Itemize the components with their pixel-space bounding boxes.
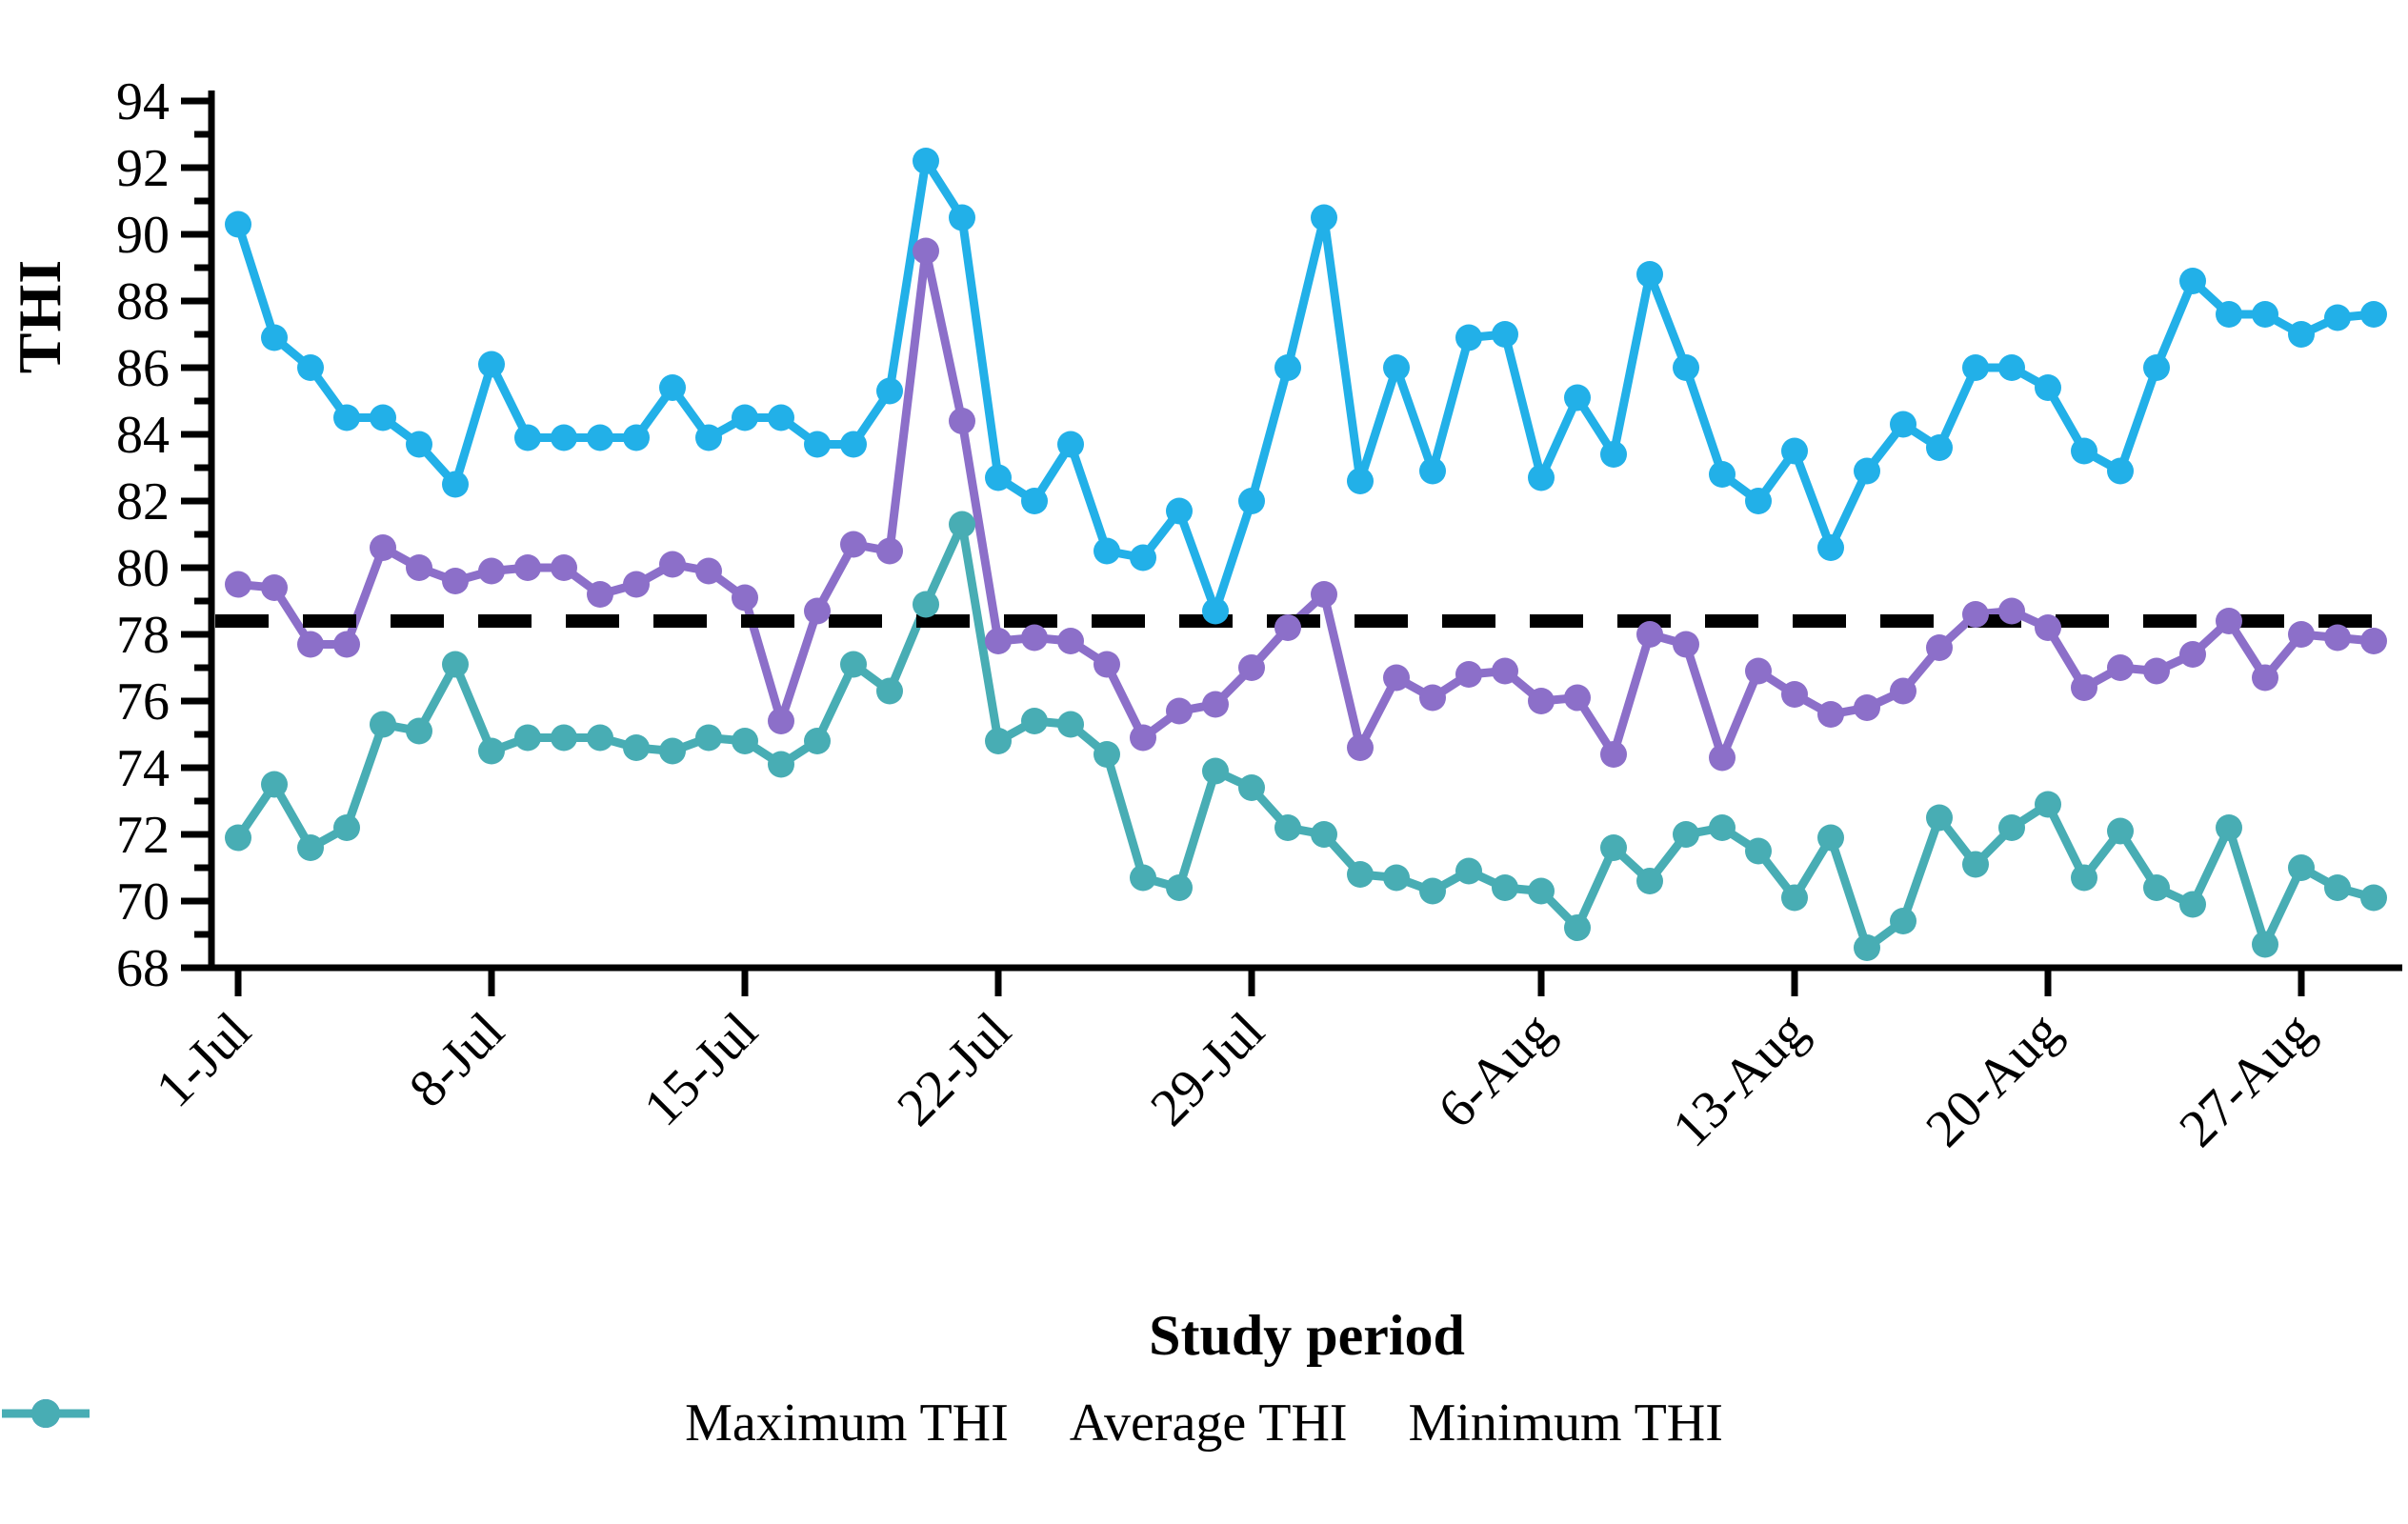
legend-item-maximum-thi: Maximum THI: [2, 1393, 1009, 1454]
markers-maximum-thi: [225, 148, 2387, 625]
svg-text:76: 76: [116, 672, 170, 732]
svg-text:94: 94: [116, 72, 170, 131]
svg-text:68: 68: [116, 939, 170, 998]
svg-text:22-Jul: 22-Jul: [886, 1001, 1022, 1137]
series-average-thi: [237, 247, 2375, 762]
legend-item-minimum-thi: Minimum THI: [2, 1393, 1723, 1454]
axes: [208, 90, 2402, 972]
y-axis-title: THI: [6, 258, 73, 374]
svg-text:82: 82: [116, 472, 170, 531]
x-axis-tick-labels: 1-Jul 8-Jul 15-Jul 22-Jul 29-Jul 6-Aug 13-Aug 2…: [145, 1001, 2325, 1158]
svg-text:8-Jul: 8-Jul: [398, 1001, 515, 1118]
svg-text:88: 88: [116, 272, 170, 331]
svg-text:92: 92: [116, 139, 170, 198]
legend: Maximum THI Average THI Minimum THI: [0, 1393, 2408, 1454]
markers-minimum-thi: [225, 511, 2387, 961]
svg-text:84: 84: [116, 406, 170, 465]
legend-label: Maximum THI: [685, 1394, 1009, 1453]
legend-label: Average THI: [1069, 1394, 1348, 1453]
svg-text:15-Jul: 15-Jul: [632, 1001, 769, 1137]
legend-line-dot-icon: [2, 1399, 90, 1428]
svg-text:13-Aug: 13-Aug: [1661, 1001, 1818, 1158]
markers-average-thi: [225, 237, 2387, 772]
svg-text:1-Jul: 1-Jul: [145, 1001, 262, 1118]
svg-text:6-Aug: 6-Aug: [1427, 1001, 1565, 1139]
y-axis-tick-labels: 68 70 72 74 76 78 80 82 84 86 88 90 92 94: [116, 72, 170, 998]
svg-text:27-Aug: 27-Aug: [2168, 1001, 2325, 1158]
legend-label: Minimum THI: [1408, 1394, 1723, 1453]
legend-item-average-thi: Average THI: [2, 1393, 1348, 1454]
svg-text:70: 70: [116, 872, 170, 932]
svg-text:86: 86: [116, 339, 170, 398]
svg-text:80: 80: [116, 539, 170, 598]
x-axis-ticks: [234, 968, 2305, 996]
svg-text:74: 74: [116, 739, 170, 798]
svg-text:20-Aug: 20-Aug: [1915, 1001, 2072, 1158]
svg-text:90: 90: [116, 206, 170, 265]
y-axis-ticks: [181, 97, 211, 972]
svg-text:72: 72: [116, 806, 170, 865]
svg-text:78: 78: [116, 606, 170, 665]
x-axis-title: Study period: [1149, 1304, 1465, 1367]
svg-text:29-Jul: 29-Jul: [1139, 1001, 1275, 1137]
